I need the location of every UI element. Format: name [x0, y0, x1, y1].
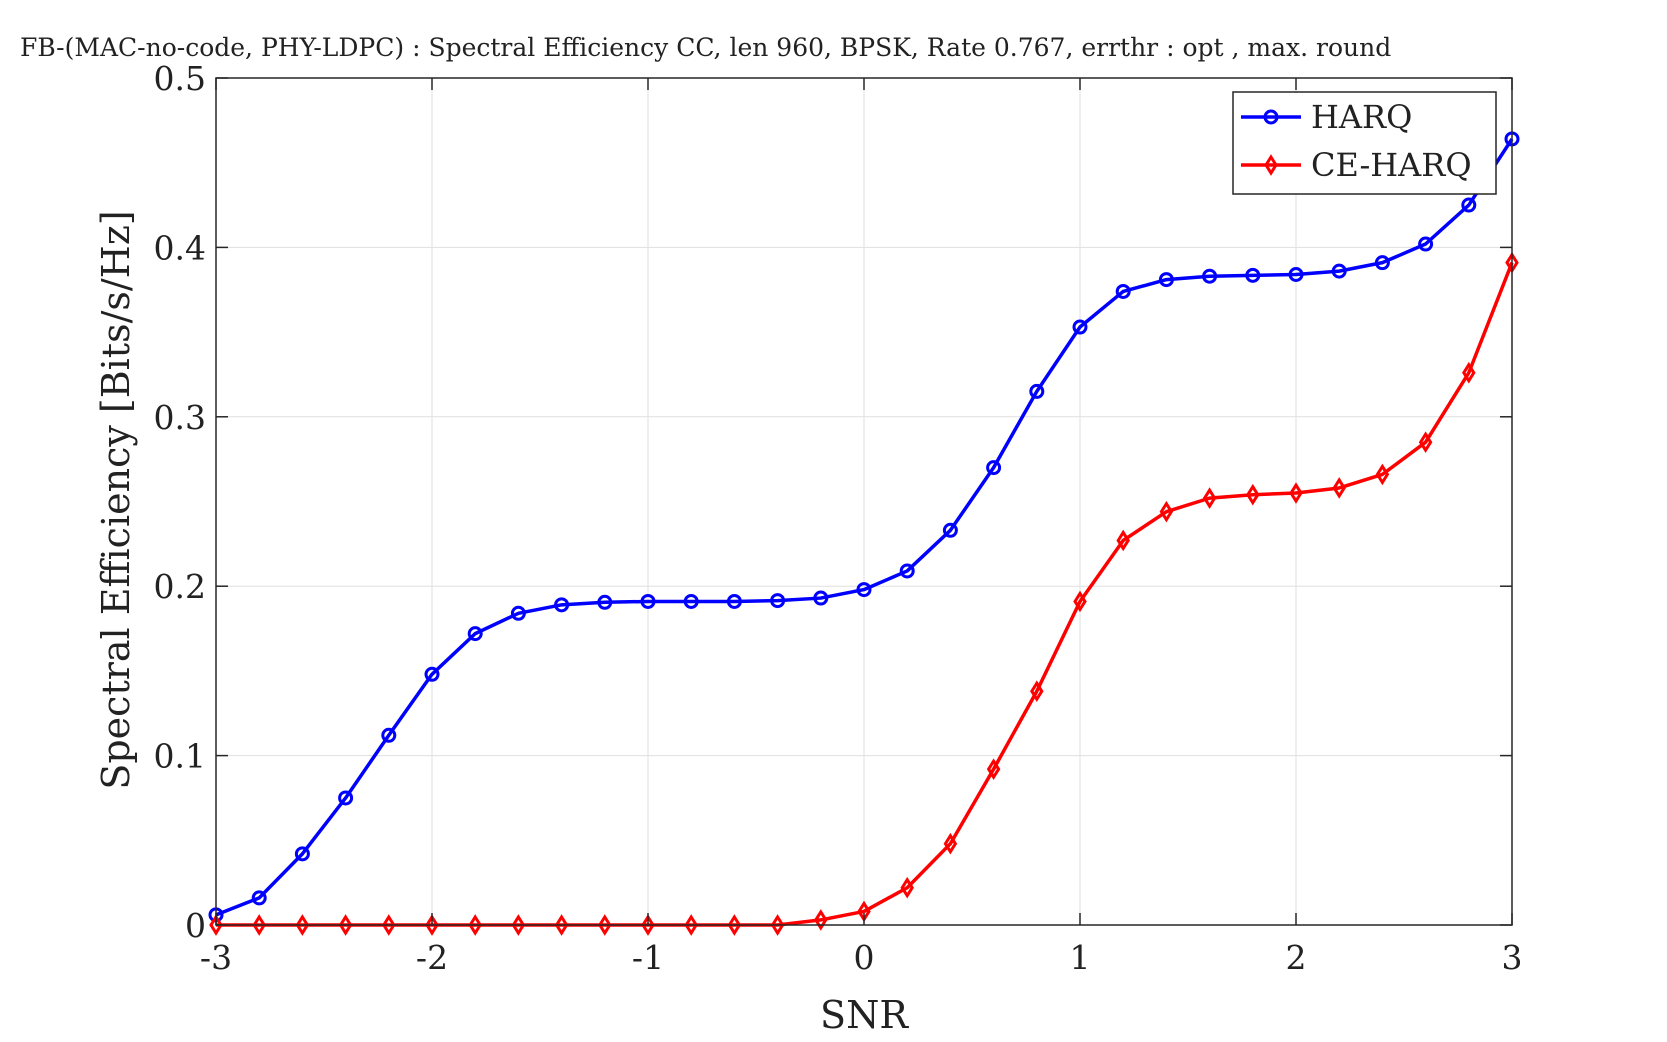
data-point-ce-harq — [1116, 529, 1130, 552]
data-point-ce-harq — [511, 914, 526, 936]
data-point-harq — [424, 666, 440, 682]
x-tick-label: -1 — [632, 938, 664, 977]
x-tick-label: -3 — [200, 938, 232, 977]
data-point-ce-harq — [295, 914, 310, 936]
data-point-harq — [1418, 236, 1434, 252]
legend-label-harq: HARQ — [1311, 98, 1412, 136]
data-point-harq — [986, 460, 1002, 476]
data-point-ce-harq — [986, 758, 1001, 780]
x-tick-label: -2 — [416, 938, 448, 977]
data-point-ce-harq — [554, 914, 569, 936]
data-point-ce-harq — [900, 876, 914, 899]
data-point-ce-harq — [252, 914, 266, 936]
data-point-ce-harq — [727, 914, 742, 936]
data-point-ce-harq — [770, 914, 785, 936]
x-tick-label: 0 — [854, 938, 875, 977]
data-point-ce-harq — [1159, 500, 1174, 523]
data-point-ce-harq — [209, 914, 223, 936]
data-point-ce-harq — [684, 914, 698, 936]
data-point-harq — [1158, 272, 1174, 288]
data-point-harq — [554, 597, 570, 613]
data-point-harq — [467, 626, 483, 642]
series-markers — [208, 131, 1520, 936]
data-point-harq — [640, 593, 656, 609]
y-tick-label: 0.3 — [154, 398, 206, 437]
data-point-harq — [1245, 267, 1261, 283]
data-point-harq — [899, 563, 915, 579]
data-point-ce-harq — [1289, 482, 1303, 504]
data-point-ce-harq — [1462, 361, 1476, 384]
data-point-ce-harq — [1202, 487, 1217, 509]
data-point-harq — [1461, 197, 1477, 213]
data-point-harq — [251, 890, 267, 906]
data-point-harq — [1115, 283, 1131, 299]
data-point-harq — [726, 593, 742, 609]
series-line-harq — [215, 138, 1514, 917]
y-tick-label: 0.1 — [154, 737, 206, 776]
data-point-ce-harq — [425, 914, 439, 936]
data-point-harq — [942, 522, 958, 538]
data-point-ce-harq — [943, 832, 958, 855]
legend-marker-harq — [1263, 109, 1279, 125]
data-point-ce-harq — [598, 914, 612, 936]
data-point-ce-harq — [338, 914, 353, 936]
data-point-harq — [1029, 383, 1045, 399]
data-point-harq — [856, 582, 872, 598]
legend: HARQ CE-HARQ — [1232, 91, 1497, 195]
legend-box — [1232, 91, 1497, 195]
data-point-ce-harq — [814, 909, 828, 931]
data-point-harq — [683, 593, 699, 609]
y-tick-label: 0.4 — [154, 228, 206, 267]
data-point-harq — [1072, 319, 1088, 335]
axis-tick-labels: -3 -2 -1 0 1 2 3 0 0.1 0.2 0.3 0.4 0.5 — [154, 59, 1523, 977]
y-axis-label: Spectral Efficiency [Bits/s/Hz] — [94, 210, 138, 789]
x-tick-label: 2 — [1286, 938, 1307, 977]
data-point-ce-harq — [1030, 680, 1044, 703]
data-point-harq — [1374, 255, 1390, 271]
data-point-ce-harq — [1332, 477, 1346, 499]
data-point-harq — [813, 590, 829, 606]
data-point-ce-harq — [1073, 590, 1087, 613]
y-tick-label: 0.5 — [154, 59, 206, 98]
legend-marker-ce-harq — [1264, 154, 1278, 176]
data-point-harq — [1331, 263, 1347, 279]
data-point-ce-harq — [468, 914, 482, 936]
data-point-ce-harq — [1246, 483, 1260, 506]
data-point-harq — [1288, 267, 1304, 283]
legend-label-ce-harq: CE-HARQ — [1311, 146, 1472, 184]
data-point-ce-harq — [641, 914, 655, 936]
data-point-harq — [1202, 268, 1218, 284]
x-tick-label: 3 — [1502, 938, 1523, 977]
data-point-ce-harq — [1418, 431, 1433, 454]
x-axis-label: SNR — [820, 993, 909, 1037]
data-point-harq — [770, 593, 786, 609]
data-point-harq — [294, 846, 310, 862]
data-point-harq — [338, 790, 354, 806]
data-point-harq — [510, 605, 526, 621]
data-point-harq — [597, 594, 613, 610]
x-tick-label: 1 — [1070, 938, 1091, 977]
data-point-harq — [381, 727, 397, 743]
data-point-ce-harq — [1375, 463, 1390, 486]
axis-ticks — [215, 77, 1513, 926]
chart-title: FB-(MAC-no-code, PHY-LDPC) : Spectral Ef… — [20, 33, 1391, 62]
y-tick-label: 0.2 — [154, 567, 206, 606]
data-point-ce-harq — [382, 914, 396, 936]
y-tick-label: 0 — [185, 906, 206, 945]
